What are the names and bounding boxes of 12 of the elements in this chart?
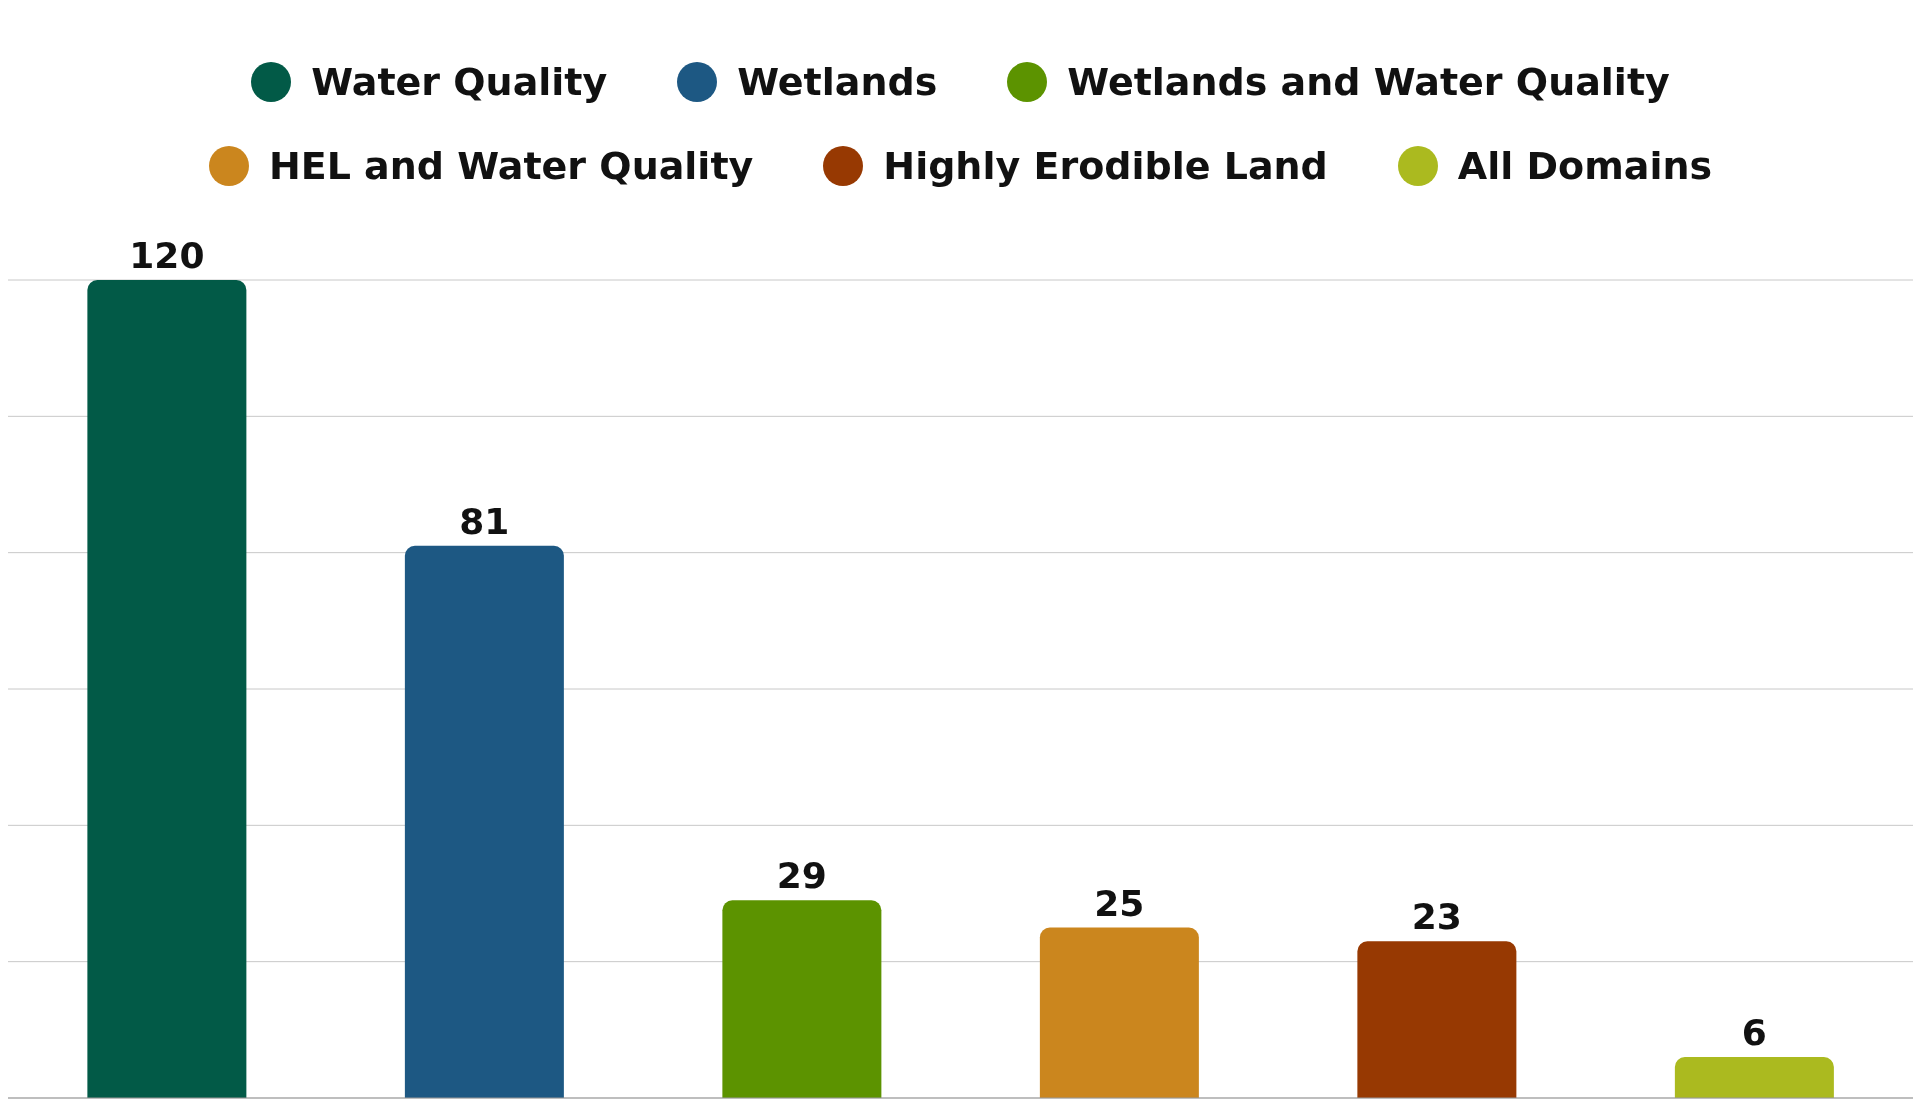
legend-label: Highly Erodible Land	[883, 144, 1328, 188]
data-label: 23	[1411, 896, 1462, 938]
data-label: 25	[1094, 882, 1145, 924]
data-label: 29	[776, 855, 827, 897]
legend-label: HEL and Water Quality	[268, 144, 754, 188]
legend-label: Wetlands	[737, 60, 938, 104]
data-label: 120	[129, 235, 205, 276]
legend-label: Water Quality	[311, 60, 608, 104]
data-label: 6	[1741, 1012, 1767, 1054]
legend-label: Wetlands and Water Quality	[1067, 60, 1670, 104]
legend-label: All Domains	[1457, 144, 1713, 188]
data-label: 81	[459, 500, 510, 542]
